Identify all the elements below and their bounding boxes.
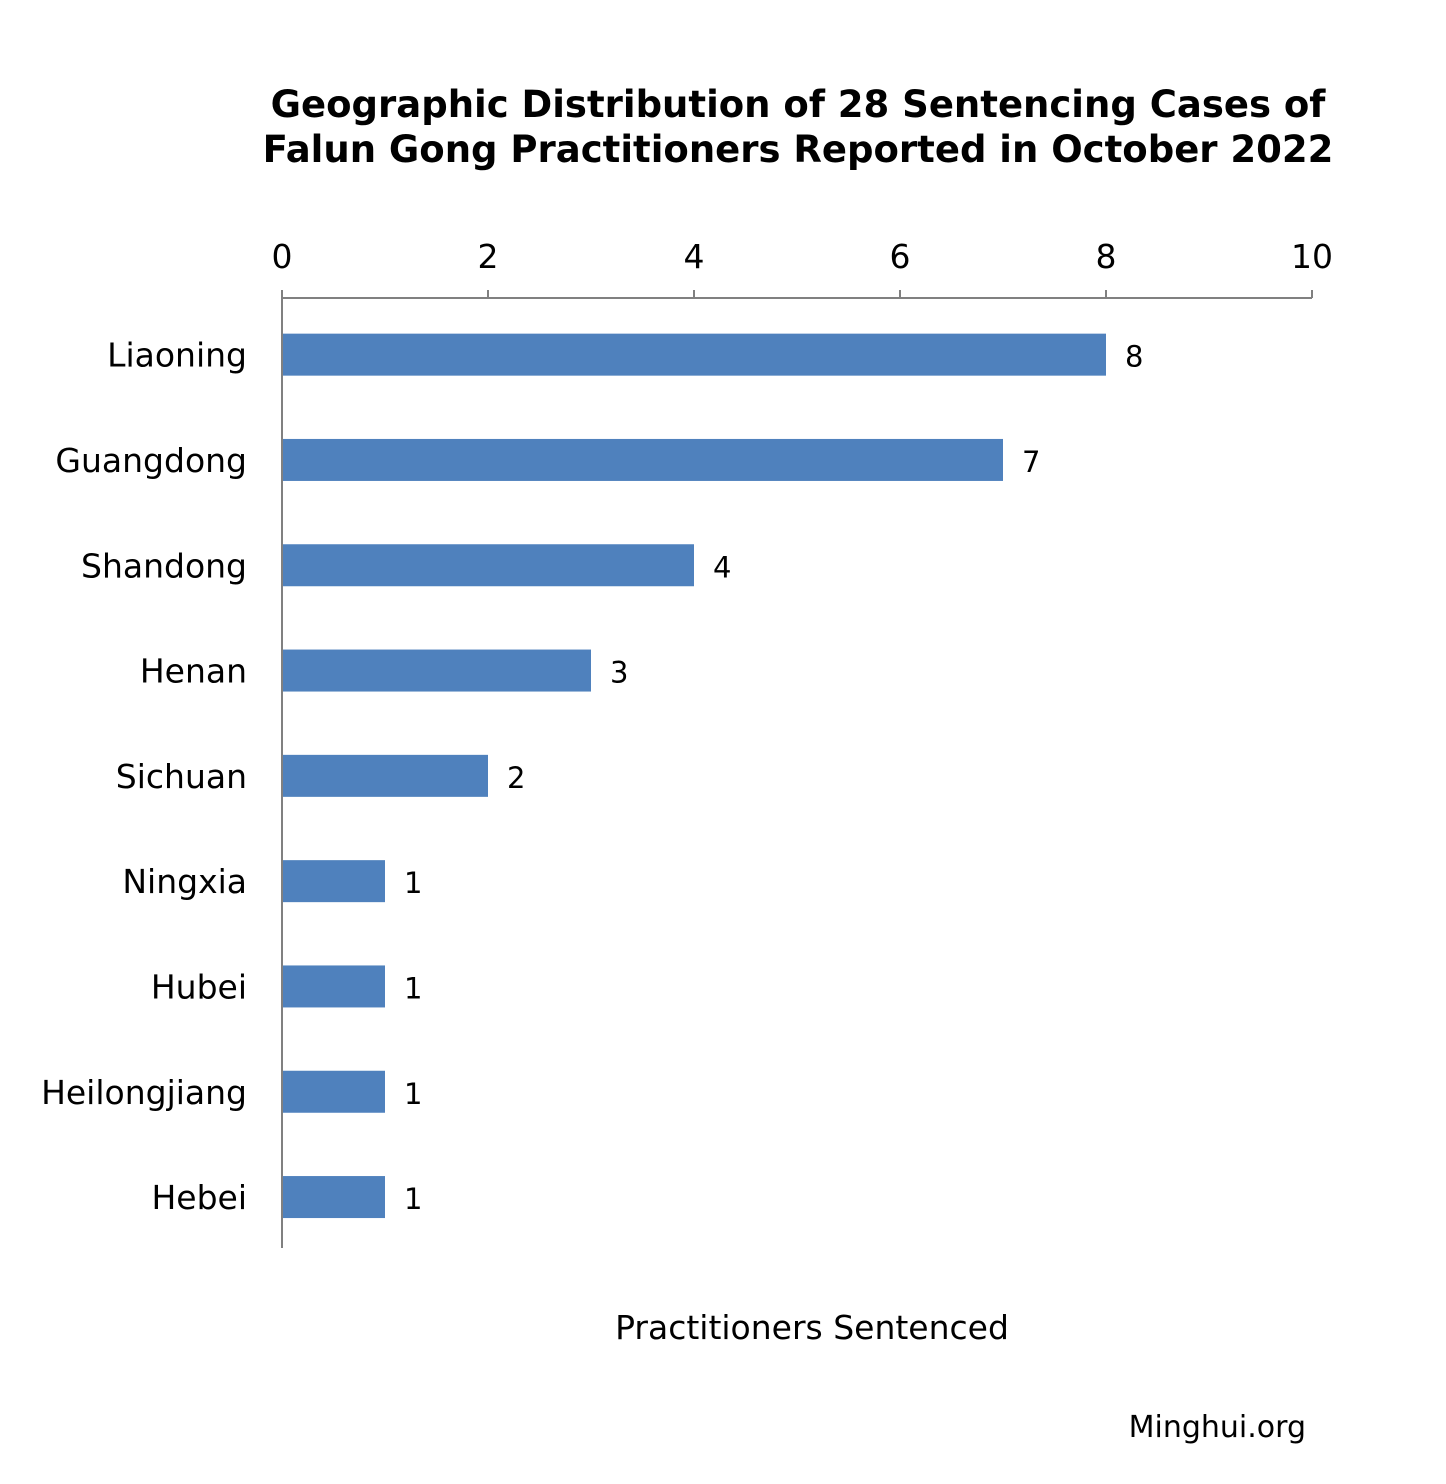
category-label: Liaoning	[107, 336, 247, 375]
bar	[283, 544, 694, 587]
category-label: Hubei	[151, 967, 247, 1006]
x-tick-label: 2	[478, 237, 499, 276]
data-label: 4	[713, 550, 731, 584]
category-label: Ningxia	[122, 862, 247, 901]
bars	[283, 333, 1106, 1219]
bar	[283, 860, 385, 903]
category-label: Henan	[140, 652, 247, 691]
data-label: 1	[404, 1077, 422, 1111]
category-label: Hebei	[151, 1178, 247, 1217]
category-label: Shandong	[81, 546, 247, 585]
x-tick-label: 0	[272, 237, 293, 276]
bar	[283, 1070, 385, 1113]
bar	[283, 754, 488, 797]
bar	[283, 1176, 385, 1219]
data-label: 7	[1022, 445, 1040, 479]
bar	[283, 965, 385, 1008]
x-tick-label: 4	[684, 237, 705, 276]
data-label: 2	[507, 761, 525, 795]
data-labels: 8 7 4 3 2 1 1 1 1	[404, 340, 1143, 1216]
category-labels: Liaoning Guangdong Shandong Henan Sichuan Nin…	[41, 336, 247, 1217]
bar	[283, 649, 591, 692]
category-label: Sichuan	[116, 757, 247, 796]
data-label: 8	[1125, 340, 1143, 374]
x-tick-labels: 0 2 4 6 8 10	[272, 237, 1334, 276]
chart-title: Geographic Distribution of 28 Sentencing…	[180, 82, 1416, 172]
x-tick-label: 8	[1096, 237, 1117, 276]
category-label: Heilongjiang	[41, 1073, 247, 1112]
chart-title-line-1: Geographic Distribution of 28 Sentencing…	[270, 83, 1326, 126]
x-tick-label: 10	[1291, 237, 1333, 276]
bar	[283, 333, 1106, 376]
bar	[283, 438, 1003, 481]
data-label: 1	[404, 866, 422, 900]
chart-title-line-2: Falun Gong Practitioners Reported in Oct…	[262, 128, 1334, 171]
axis-layer	[281, 290, 1313, 1248]
data-label: 3	[610, 656, 628, 690]
x-tick-label: 6	[890, 237, 911, 276]
x-axis-label: Practitioners Sentenced	[615, 1308, 1009, 1347]
category-label: Guangdong	[55, 441, 247, 480]
source-label: Minghui.org	[1128, 1410, 1306, 1445]
data-label: 1	[404, 1182, 422, 1216]
data-label: 1	[404, 971, 422, 1005]
